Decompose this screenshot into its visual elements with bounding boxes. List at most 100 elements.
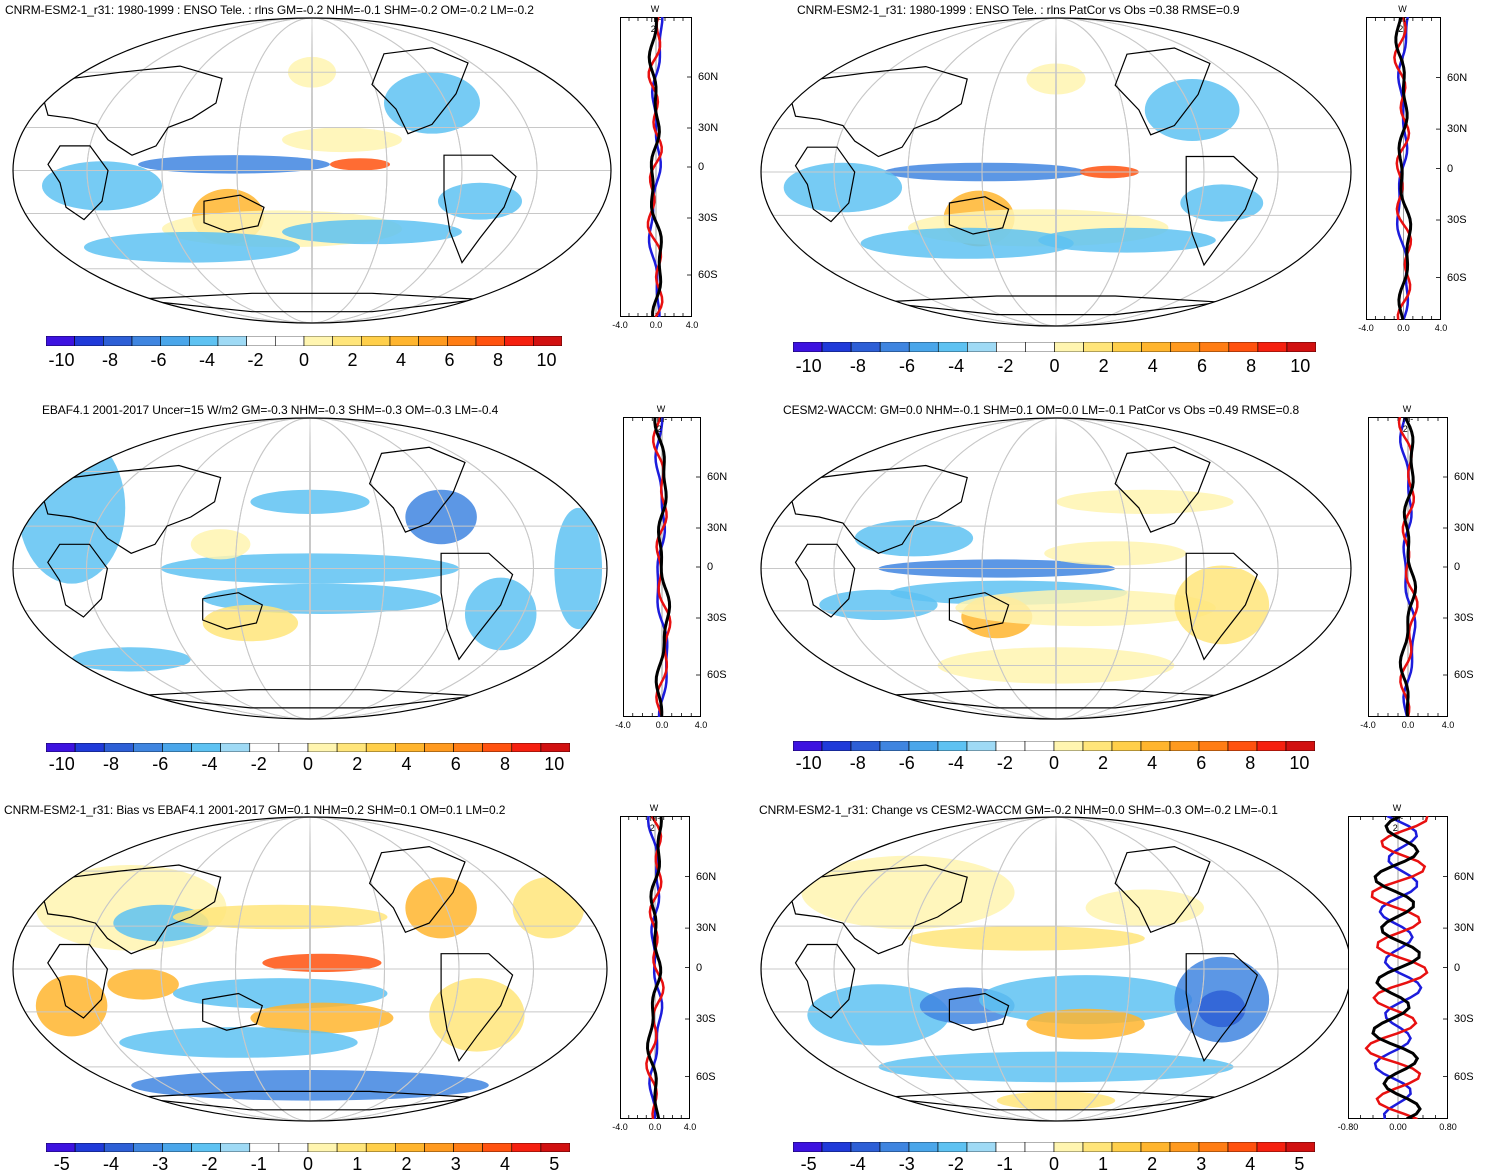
lat-label: 60N (698, 71, 719, 83)
lat-label: 0 (696, 961, 703, 974)
graticule-line (309, 817, 311, 1121)
graticule-line (833, 418, 1279, 719)
graticule-line (981, 817, 1131, 1121)
colorbar-swatch (1141, 341, 1172, 353)
colorbar-swatch (967, 341, 997, 353)
colorbar-label: 1 (352, 1154, 363, 1174)
lat-label: 30S (696, 1013, 716, 1025)
colorbar-label: 4 (1147, 753, 1158, 773)
colorbar-swatch (821, 1141, 852, 1153)
anomaly-region (1056, 489, 1234, 514)
world-map (12, 17, 612, 329)
colorbar-label: 4 (395, 350, 407, 370)
colorbar-label: 5 (549, 1154, 560, 1174)
colorbar-swatch (45, 742, 76, 753)
colorbar-swatch (1285, 1141, 1316, 1153)
profile-x-label: -0.80 (1337, 1122, 1359, 1132)
colorbar-swatch (511, 1142, 542, 1153)
colorbar-swatch (191, 742, 221, 753)
anomaly-region (1180, 184, 1264, 222)
colorbar-swatch (1169, 740, 1200, 752)
colorbar-label: -8 (849, 753, 866, 773)
robinson-projection-map (760, 417, 1352, 720)
colorbar-swatch (540, 1142, 571, 1153)
zonal-profile (1365, 16, 1442, 325)
colorbar-label: 2 (352, 754, 363, 774)
colorbar-label: -1 (996, 1154, 1013, 1174)
anomaly-region (464, 577, 537, 651)
colorbar-swatch (475, 335, 505, 347)
lat-label: 30S (1447, 214, 1467, 226)
colorbar-label: 10 (536, 350, 557, 370)
anomaly-region (512, 877, 585, 939)
colorbar-swatch (395, 1142, 425, 1153)
profile-x-label: 0.0 (649, 320, 663, 330)
lat-label: 30N (707, 522, 728, 534)
colorbar-label: 5 (1294, 1154, 1305, 1174)
panel-title: EBAF4.1 2001-2017 Uncer=15 W/m2 GM=-0.3 … (42, 403, 499, 417)
zonal-profile-plot (619, 16, 693, 318)
colorbar-swatch (966, 1141, 997, 1153)
colorbar-swatch (482, 1142, 513, 1153)
lat-label: 30S (698, 212, 718, 224)
colorbar-swatch (1256, 1141, 1287, 1153)
map-border (12, 17, 612, 324)
profile-series (1394, 16, 1413, 321)
lat-label: 30N (1454, 922, 1475, 935)
profile-x-label: -4.0 (1360, 720, 1376, 730)
colorbar-swatch (424, 742, 454, 753)
colorbar-label: -6 (152, 754, 169, 774)
colorbar-label: 0 (1049, 356, 1060, 376)
profile-unit: W m-2 (649, 803, 661, 833)
colorbar-svg (792, 740, 1316, 752)
lat-label: 60S (1454, 1070, 1474, 1083)
colorbar-label: -2 (947, 1154, 964, 1174)
coastline (47, 145, 109, 221)
coastline (203, 194, 265, 233)
lat-label: 60N (1447, 71, 1468, 84)
colorbar-label: -3 (152, 1154, 169, 1174)
colorbar-label: -2 (997, 356, 1014, 376)
colorbar-svg (792, 1141, 1316, 1153)
colorbar-label: 8 (1246, 356, 1257, 376)
colorbar-swatch (540, 742, 571, 753)
colorbar-swatch (908, 341, 939, 353)
robinson-projection-map (12, 816, 608, 1122)
colorbar-label: -2 (201, 1154, 218, 1174)
colorbar-swatch (103, 1142, 134, 1153)
colorbar-label: 1 (1098, 1154, 1109, 1174)
graticule-line (86, 418, 534, 719)
colorbar-label: -4 (948, 356, 965, 376)
colorbar-swatch (511, 742, 542, 753)
world-map (760, 17, 1352, 332)
coastline (41, 864, 222, 955)
colorbar-svg (45, 335, 563, 347)
anomaly-region (908, 926, 1145, 951)
world-map (12, 816, 608, 1127)
coastline (1185, 155, 1259, 267)
profile-series (653, 416, 672, 718)
zonal-profile-plot (1367, 416, 1449, 718)
coastline (41, 464, 222, 554)
profile-x-label: 0.80 (1439, 1122, 1457, 1132)
colorbar-swatch (246, 335, 276, 347)
lat-label: 0 (1454, 561, 1461, 573)
coastline (794, 146, 856, 223)
colorbar-label: -10 (48, 350, 75, 370)
colorbar-swatch (74, 335, 104, 347)
coastline (794, 543, 856, 618)
colorbar-swatch (908, 1141, 939, 1153)
profile-x-label: 0.0 (1397, 323, 1410, 333)
colorbar-swatch (45, 335, 75, 347)
colorbar-swatch (74, 1142, 105, 1153)
profile-x-label: 4.0 (1434, 323, 1448, 333)
coastline (1185, 552, 1259, 661)
zonal-profile-plot (1347, 814, 1449, 1121)
lat-label: 60S (1454, 669, 1474, 681)
graticule-line (907, 418, 1205, 719)
colorbar-swatch (131, 335, 161, 347)
colorbar-swatch (278, 742, 309, 753)
colorbar-swatch (1198, 1141, 1229, 1153)
colorbar-swatch (879, 1141, 910, 1153)
colorbar-swatch (996, 341, 1026, 353)
